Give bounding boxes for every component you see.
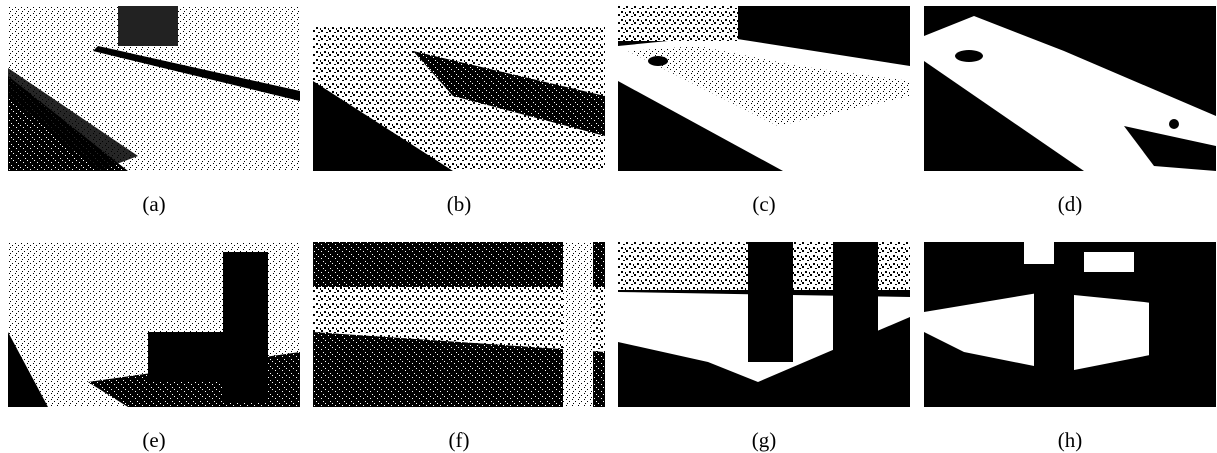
caption-f: (f): [448, 428, 470, 452]
caption-g: (g): [751, 428, 777, 452]
panel-b-image: [313, 6, 605, 171]
panel-c-image: [618, 6, 910, 171]
panel-d-image: [924, 6, 1216, 171]
caption-c: (c): [752, 192, 776, 216]
caption-e: (e): [142, 428, 166, 452]
panel-h-image: [924, 242, 1216, 407]
panel-f-image: [313, 242, 605, 407]
caption-d: (d): [1057, 192, 1083, 216]
caption-a: (a): [142, 192, 166, 216]
panel-a-image: [8, 6, 300, 171]
caption-h: (h): [1057, 428, 1083, 452]
caption-b: (b): [446, 192, 472, 216]
panel-e-image: [8, 242, 300, 407]
panel-g-image: [618, 242, 910, 407]
